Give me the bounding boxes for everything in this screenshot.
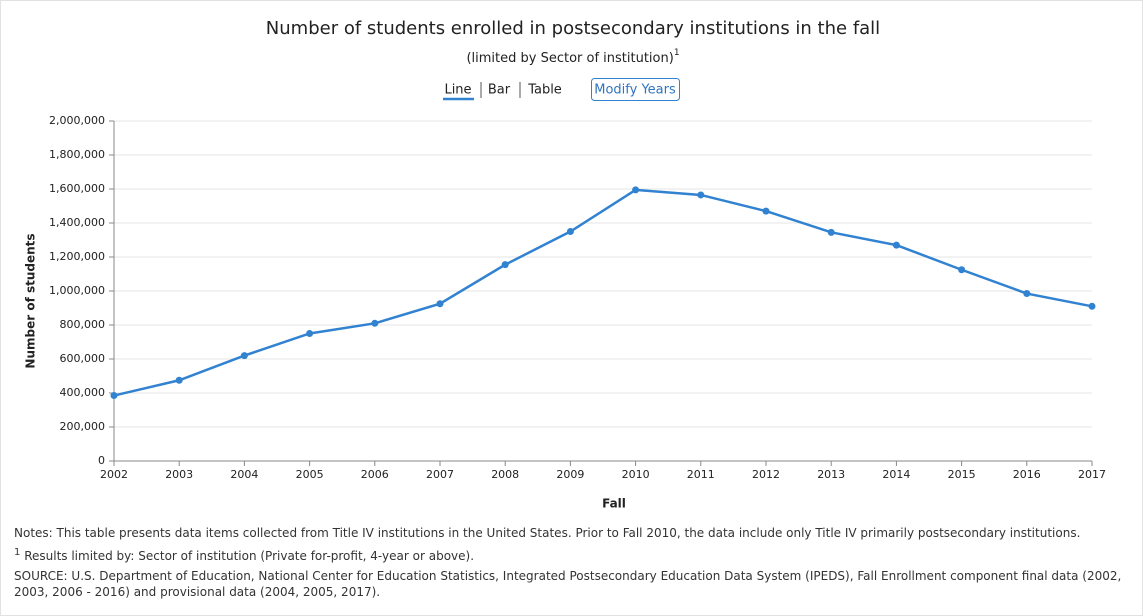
line <box>113 188 1093 397</box>
y-tick-label: 400,000 <box>60 386 106 399</box>
x-tick-label: 2015 <box>948 468 976 481</box>
y-tick-label: 1,200,000 <box>49 250 105 263</box>
x-tick-label: 2005 <box>296 468 324 481</box>
y-tick-label: 1,000,000 <box>49 284 105 297</box>
point <box>566 228 574 235</box>
footnote: 1 Results limited by: Sector of institut… <box>14 545 1124 564</box>
x-tick-label: 2017 <box>1078 468 1106 481</box>
point <box>632 186 640 194</box>
source: SOURCE: U.S. Department of Education, Na… <box>14 569 1122 599</box>
x-tick-label: 2003 <box>165 468 193 481</box>
modify-button[interactable] <box>591 78 680 101</box>
y-tick-label: 800,000 <box>60 318 106 331</box>
view-tab[interactable]: Table <box>527 83 562 98</box>
x-tick-label: 2002 <box>100 468 128 481</box>
x-tick-label: 2007 <box>426 468 454 481</box>
x-tick-label: 2011 <box>687 468 715 481</box>
point <box>892 241 900 249</box>
x-tick-label: 2013 <box>817 468 845 481</box>
point <box>110 392 118 400</box>
x-axis-title: Fall <box>602 497 626 511</box>
modify-button-label[interactable]: Modify Years <box>594 83 676 98</box>
x-tick-label: 2008 <box>491 468 519 481</box>
point <box>697 191 705 199</box>
notes: Notes: This table presents data items co… <box>14 525 1124 604</box>
point <box>762 207 770 215</box>
point <box>436 300 444 308</box>
y-tick-label: 200,000 <box>60 420 106 433</box>
y-tick-label: 1,600,000 <box>49 182 105 195</box>
y-tick-label: 1,400,000 <box>49 216 105 229</box>
x-tick-label: 2014 <box>882 468 910 481</box>
point <box>371 319 379 327</box>
view-tab[interactable]: Bar <box>488 83 511 98</box>
x-tick-label: 2009 <box>556 468 584 481</box>
y-tick-label: 600,000 <box>60 352 106 365</box>
footnote-marker: 1 <box>14 547 21 558</box>
footnote-marker: 1 <box>674 48 680 58</box>
note: Notes: This table presents data items co… <box>14 526 1081 540</box>
x-tick-label: 2004 <box>230 468 258 481</box>
chart: Number of students enrolled in postsecon… <box>24 18 1107 511</box>
chart-title: Number of students enrolled in postsecon… <box>266 18 880 39</box>
point <box>501 261 509 269</box>
point <box>958 266 966 274</box>
y-tick-label: 0 <box>98 454 105 467</box>
footnote-text: Results limited by: Sector of institutio… <box>24 549 475 563</box>
x-tick-label: 2006 <box>361 468 389 481</box>
y-tick-label: 1,800,000 <box>49 148 105 161</box>
x-tick-label: 2010 <box>622 468 650 481</box>
point <box>1088 302 1096 310</box>
view-tab[interactable]: Line <box>444 83 471 98</box>
point <box>175 376 183 384</box>
point <box>1023 290 1031 298</box>
point <box>827 228 835 236</box>
point <box>240 352 248 360</box>
y-axis-title: Number of students <box>24 233 38 368</box>
point <box>306 330 314 337</box>
x-tick-label: 2012 <box>752 468 780 481</box>
chart-subtitle: (limited by Sector of institution)1 <box>466 48 679 66</box>
y-tick-label: 2,000,000 <box>49 114 105 127</box>
subtitle-text: (limited by Sector of institution) <box>466 51 673 66</box>
x-tick-label: 2016 <box>1013 468 1041 481</box>
